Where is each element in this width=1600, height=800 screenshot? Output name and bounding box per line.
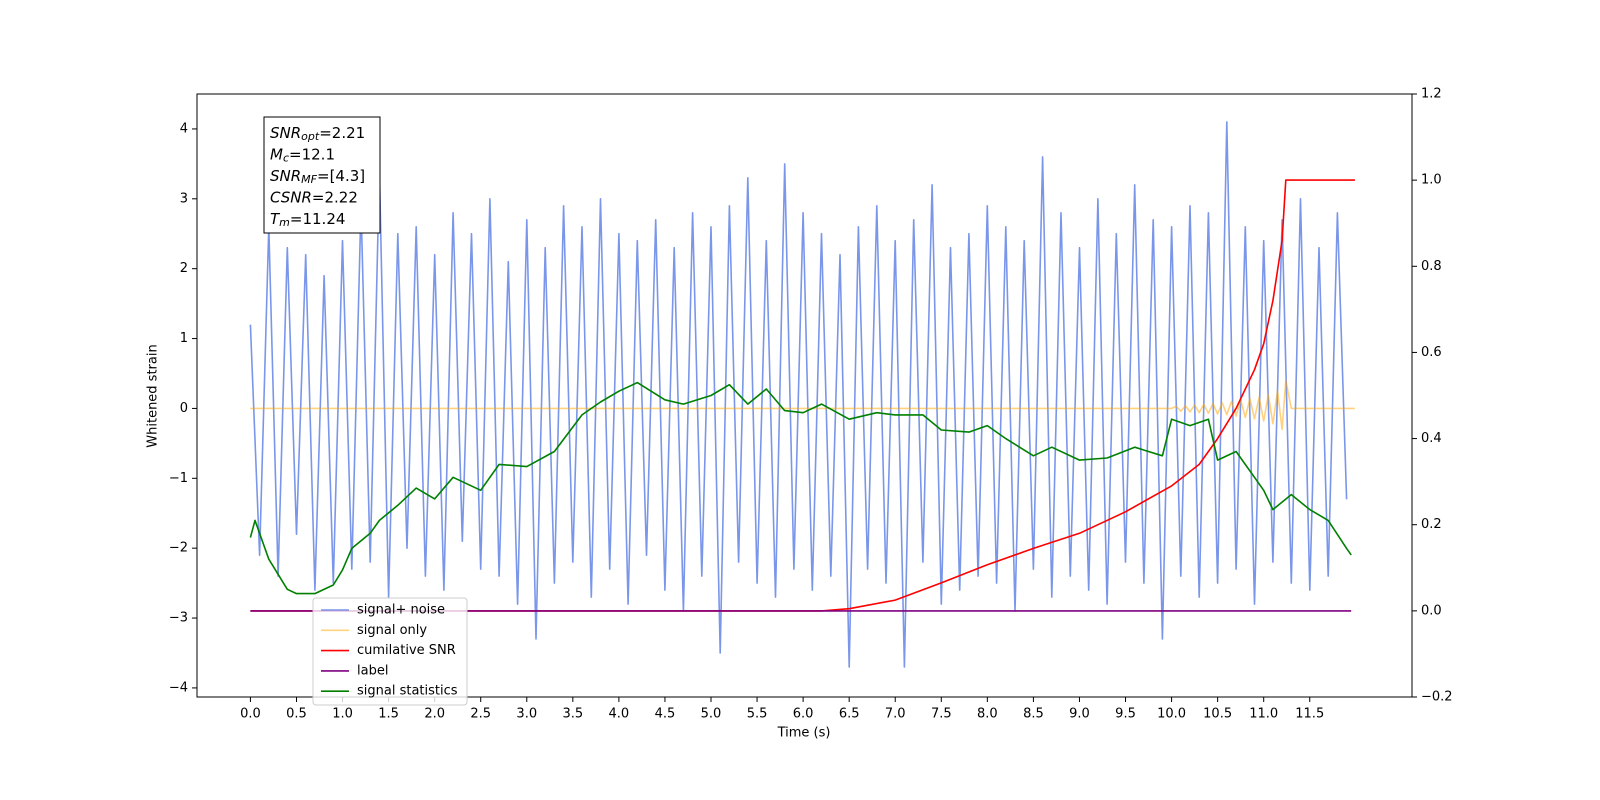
y-axis-label: Whitened strain bbox=[146, 344, 161, 447]
x-tick-label: 3.0 bbox=[516, 707, 537, 722]
x-axis-label: Time (s) bbox=[777, 726, 831, 741]
annotation-subscript: c bbox=[283, 152, 289, 165]
x-tick-label: 9.5 bbox=[1115, 707, 1136, 722]
x-tick-label: 5.5 bbox=[747, 707, 768, 722]
y2-tick-label: 0.4 bbox=[1421, 431, 1442, 446]
y2-tick-label: 1.2 bbox=[1421, 87, 1442, 102]
annotation-line: CSNR=2.22 bbox=[270, 188, 358, 206]
y-tick-label: −1 bbox=[169, 471, 188, 486]
y-tick-label: −3 bbox=[169, 611, 188, 626]
y2-tick-label: 0.8 bbox=[1421, 259, 1442, 274]
axes-frame bbox=[196, 93, 1413, 698]
y2-tick-label: 1.0 bbox=[1421, 173, 1442, 188]
x-tick-label: 10.0 bbox=[1157, 707, 1186, 722]
legend-label: signal statistics bbox=[357, 684, 458, 699]
annotation-text: =12.1 bbox=[289, 145, 335, 163]
annotation-line: Mc=12.1 bbox=[270, 145, 335, 165]
annotation-line: Tm=11.24 bbox=[270, 210, 345, 230]
legend-label: signal+ noise bbox=[357, 603, 445, 618]
x-tick-label: 4.0 bbox=[609, 707, 630, 722]
y2-tick-label: 0.2 bbox=[1421, 517, 1442, 532]
y-tick-label: 0 bbox=[180, 401, 188, 416]
legend-label: cumilative SNR bbox=[357, 643, 456, 658]
x-tick-label: 9.0 bbox=[1069, 707, 1090, 722]
legend-label: signal only bbox=[357, 623, 427, 638]
y-tick-label: −2 bbox=[169, 541, 188, 556]
x-tick-label: 10.5 bbox=[1203, 707, 1232, 722]
x-tick-label: 2.0 bbox=[424, 707, 445, 722]
annotation-symbol: M bbox=[270, 145, 283, 163]
x-tick-label: 7.5 bbox=[931, 707, 952, 722]
series-line bbox=[249, 381, 1352, 595]
annotation-box: SNRopt=2.21Mc=12.1SNRMF=[4.3]CSNR=2.22Tm… bbox=[263, 116, 381, 234]
x-tick-label: 11.0 bbox=[1249, 707, 1278, 722]
annotation-text: =2.21 bbox=[319, 124, 365, 142]
legend: signal+ noise signal only cumilative SNR la… bbox=[312, 597, 468, 706]
y-tick-label: 1 bbox=[180, 331, 188, 346]
x-tick-label: 1.0 bbox=[332, 707, 353, 722]
annotation-subscript: m bbox=[279, 216, 290, 229]
x-tick-label: 6.0 bbox=[793, 707, 814, 722]
annotation-symbol: SNR bbox=[270, 167, 301, 185]
x-tick-label: 3.5 bbox=[562, 707, 583, 722]
x-tick-label: 8.0 bbox=[977, 707, 998, 722]
series-line bbox=[250, 379, 1355, 431]
x-tick-label: 11.5 bbox=[1295, 707, 1324, 722]
y-tick-label: −4 bbox=[169, 680, 188, 695]
x-tick-label: 6.5 bbox=[839, 707, 860, 722]
annotation-line: SNRMF=[4.3] bbox=[270, 167, 365, 187]
annotation-text: =2.22 bbox=[312, 188, 358, 206]
y2-tick-label: 0.0 bbox=[1421, 603, 1442, 618]
annotation-text: =[4.3] bbox=[317, 167, 365, 185]
x-tick-label: 5.0 bbox=[701, 707, 722, 722]
x-tick-label: 0.5 bbox=[286, 707, 307, 722]
x-tick-label: 2.5 bbox=[470, 707, 491, 722]
annotation-subscript: opt bbox=[301, 130, 320, 143]
annotation-frame bbox=[263, 116, 381, 234]
annotation-symbol: SNR bbox=[270, 124, 301, 142]
series-line bbox=[250, 179, 1355, 612]
y2-tick-label: −0.2 bbox=[1421, 690, 1453, 705]
annotation-text: =11.24 bbox=[290, 210, 346, 228]
x-tick-label: 0.0 bbox=[240, 707, 261, 722]
annotation-symbol: T bbox=[270, 210, 281, 228]
y-tick-label: 2 bbox=[180, 261, 188, 276]
x-tick-label: 4.5 bbox=[655, 707, 676, 722]
y2-tick-label: 0.6 bbox=[1421, 345, 1442, 360]
y-tick-label: 4 bbox=[180, 121, 188, 136]
x-tick-label: 7.0 bbox=[885, 707, 906, 722]
annotation-symbol: CSNR bbox=[270, 188, 312, 206]
x-tick-label: 8.5 bbox=[1023, 707, 1044, 722]
annotation-subscript: MF bbox=[301, 173, 317, 186]
legend-frame bbox=[312, 597, 468, 706]
x-tick-label: 1.5 bbox=[378, 707, 399, 722]
y-tick-label: 3 bbox=[180, 191, 188, 206]
plot-area bbox=[249, 121, 1355, 668]
legend-label: label bbox=[357, 663, 388, 678]
annotation-line: SNRopt=2.21 bbox=[270, 124, 365, 144]
series-line bbox=[249, 121, 1348, 668]
